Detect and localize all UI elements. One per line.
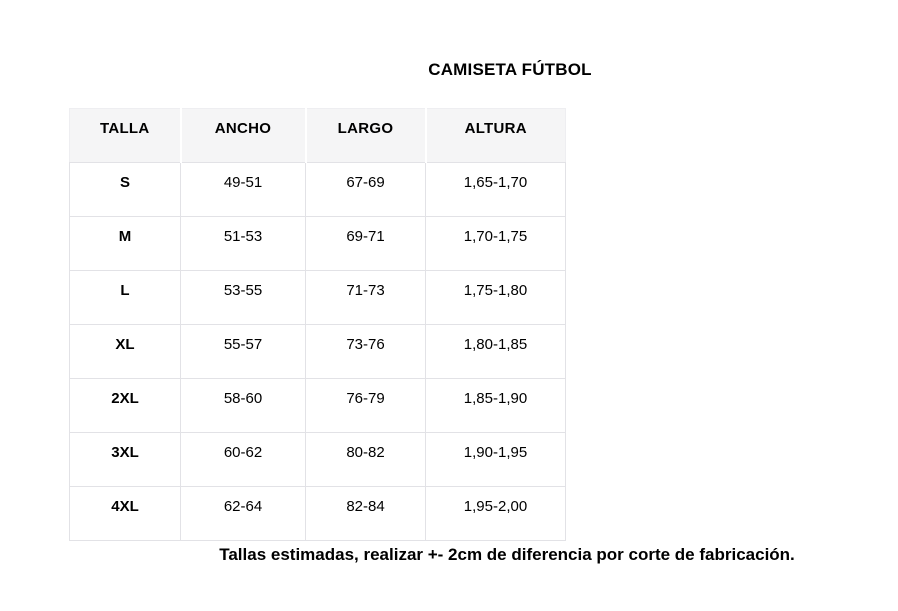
cell-talla: 2XL (69, 378, 181, 433)
cell-ancho: 55-57 (180, 324, 306, 379)
cell-largo: 76-79 (305, 378, 426, 433)
cell-talla: XL (69, 324, 181, 379)
table-row: XL 55-57 73-76 1,80-1,85 (69, 324, 566, 379)
cell-talla: L (69, 270, 181, 325)
table-row: 2XL 58-60 76-79 1,85-1,90 (69, 378, 566, 433)
cell-ancho: 62-64 (180, 486, 306, 541)
cell-altura: 1,75-1,80 (425, 270, 566, 325)
cell-largo: 71-73 (305, 270, 426, 325)
footer-note: Tallas estimadas, realizar +- 2cm de dif… (219, 545, 795, 564)
column-header-talla: TALLA (69, 108, 182, 163)
cell-altura: 1,65-1,70 (425, 162, 566, 217)
cell-largo: 73-76 (305, 324, 426, 379)
cell-ancho: 60-62 (180, 432, 306, 487)
cell-talla: S (69, 162, 181, 217)
cell-altura: 1,95-2,00 (425, 486, 566, 541)
cell-talla: 4XL (69, 486, 181, 541)
cell-ancho: 51-53 (180, 216, 306, 271)
table-row: S 49-51 67-69 1,65-1,70 (69, 162, 566, 217)
cell-talla: 3XL (69, 432, 181, 487)
column-header-altura: ALTURA (424, 108, 566, 163)
page-title: CAMISETA FÚTBOL (428, 60, 592, 79)
cell-largo: 67-69 (305, 162, 426, 217)
column-header-largo: LARGO (304, 108, 427, 163)
cell-altura: 1,70-1,75 (425, 216, 566, 271)
cell-ancho: 58-60 (180, 378, 306, 433)
table-row: L 53-55 71-73 1,75-1,80 (69, 270, 566, 325)
size-chart-table: TALLA ANCHO LARGO ALTURA S 49-51 67-69 1… (69, 108, 566, 541)
cell-largo: 69-71 (305, 216, 426, 271)
table-row: 3XL 60-62 80-82 1,90-1,95 (69, 432, 566, 487)
table-row: M 51-53 69-71 1,70-1,75 (69, 216, 566, 271)
column-header-ancho: ANCHO (179, 108, 307, 163)
cell-altura: 1,85-1,90 (425, 378, 566, 433)
cell-talla: M (69, 216, 181, 271)
cell-altura: 1,80-1,85 (425, 324, 566, 379)
cell-altura: 1,90-1,95 (425, 432, 566, 487)
cell-largo: 80-82 (305, 432, 426, 487)
cell-largo: 82-84 (305, 486, 426, 541)
cell-ancho: 49-51 (180, 162, 306, 217)
table-header-row: TALLA ANCHO LARGO ALTURA (69, 108, 566, 163)
table-row: 4XL 62-64 82-84 1,95-2,00 (69, 486, 566, 541)
cell-ancho: 53-55 (180, 270, 306, 325)
